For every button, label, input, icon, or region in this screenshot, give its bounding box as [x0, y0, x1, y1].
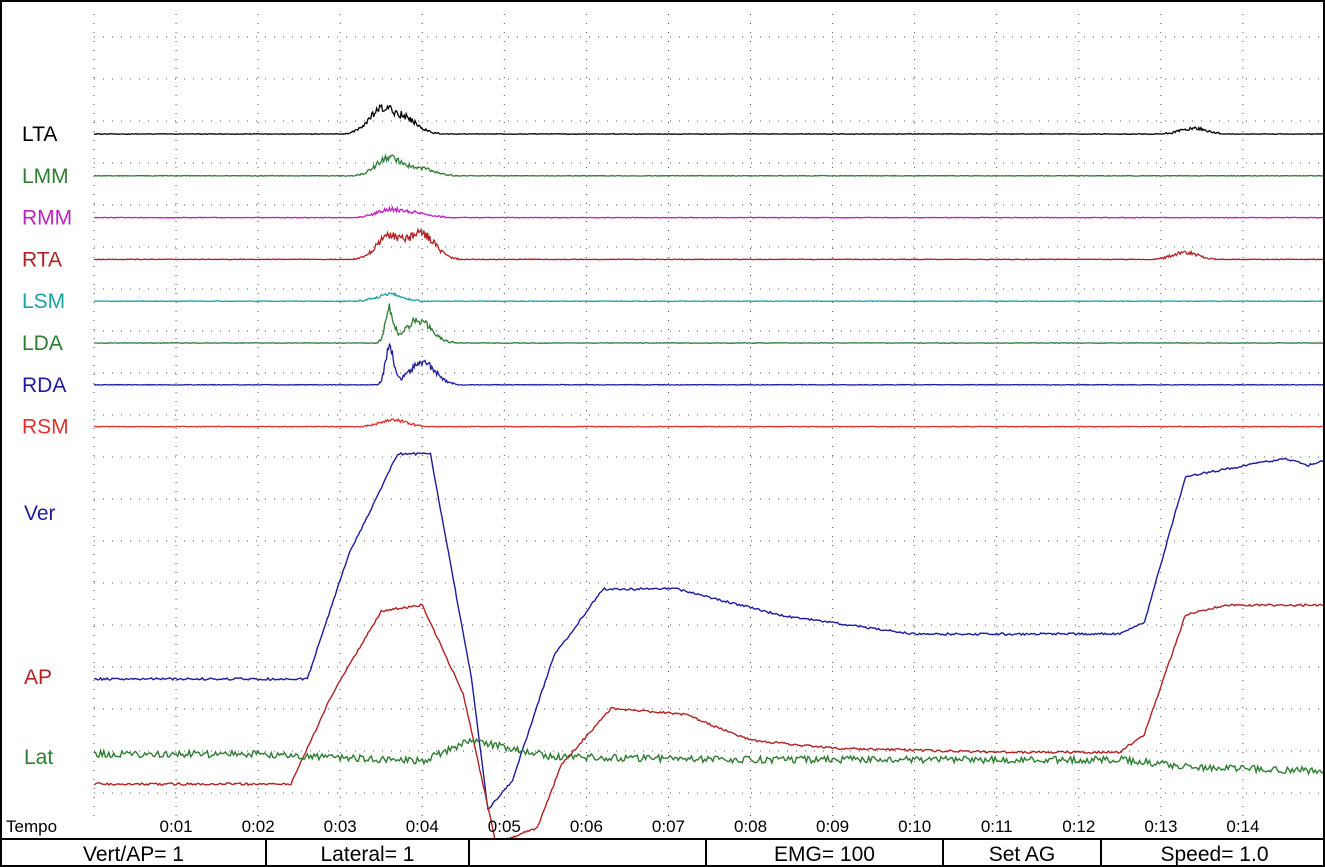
channel-label-rda: RDA	[22, 374, 66, 397]
x-tick-label: 0:02	[242, 817, 275, 836]
x-tick-label: 0:01	[160, 817, 193, 836]
emg-trace-lmm	[93, 153, 1323, 177]
channel-label-rta: RTA	[22, 248, 62, 271]
emg-trace-rsm	[93, 418, 1323, 428]
emg-force-plot: LTA LMM RMM RTA LSM LDA RDA RSM Ver AP Lat Tempo 0:…	[6, 14, 1323, 838]
x-tick-label: 0:14	[1226, 817, 1259, 836]
x-tick-label: 0:03	[324, 817, 357, 836]
vert-ap-scale-field[interactable]: Vert/AP= 1	[2, 840, 267, 865]
channel-label-lat: Lat	[24, 746, 53, 769]
force-traces	[93, 451, 1323, 838]
channel-label-lmm: LMM	[22, 165, 69, 188]
x-tick-label: 0:11	[981, 817, 1013, 836]
x-tick-label: 0:13	[1144, 817, 1177, 836]
channel-label-ver: Ver	[24, 502, 56, 525]
emg-trace-rta	[93, 227, 1323, 261]
emg-trace-rmm	[93, 205, 1323, 219]
x-axis-label: Tempo	[6, 817, 57, 836]
x-tick-label: 0:06	[570, 817, 603, 836]
x-tick-label: 0:04	[406, 817, 439, 836]
force-trace-ver	[93, 451, 1323, 811]
time-axis: Tempo 0:01 0:02 0:03 0:04 0:05 0:06 0:07 0:08 0:0…	[6, 817, 1259, 836]
emg-gain-field[interactable]: EMG= 100	[707, 840, 944, 865]
channel-label-lda: LDA	[22, 332, 63, 355]
channel-label-rmm: RMM	[22, 207, 72, 230]
x-tick-label: 0:12	[1062, 817, 1095, 836]
emg-trace-rda	[93, 342, 1323, 386]
emg-traces	[93, 103, 1323, 428]
x-tick-label: 0:09	[816, 817, 849, 836]
channel-labels: LTA LMM RMM RTA LSM LDA RDA RSM Ver AP Lat	[22, 123, 72, 769]
emg-trace-lsm	[93, 292, 1323, 303]
x-tick-label: 0:08	[734, 817, 767, 836]
x-tick-label: 0:05	[488, 817, 521, 836]
set-ag-button[interactable]: Set AG	[944, 840, 1102, 865]
status-bar: Vert/AP= 1 Lateral= 1 EMG= 100 Set AG Sp…	[2, 838, 1323, 866]
x-tick-label: 0:07	[652, 817, 685, 836]
force-trace-ap	[93, 603, 1323, 838]
channel-label-ap: AP	[24, 666, 52, 689]
speed-field[interactable]: Speed= 1.0	[1160, 842, 1269, 866]
channel-label-lta: LTA	[22, 123, 57, 146]
lateral-scale-field[interactable]: Lateral= 1	[267, 840, 470, 865]
x-tick-label: 0:10	[898, 817, 931, 836]
emg-trace-lda	[93, 303, 1323, 345]
blank-status-field	[470, 840, 707, 865]
force-trace-lat	[93, 737, 1323, 776]
channel-label-rsm: RSM	[22, 416, 69, 439]
grid	[93, 14, 1323, 820]
channel-label-lsm: LSM	[22, 290, 65, 313]
emg-trace-lta	[93, 103, 1323, 136]
